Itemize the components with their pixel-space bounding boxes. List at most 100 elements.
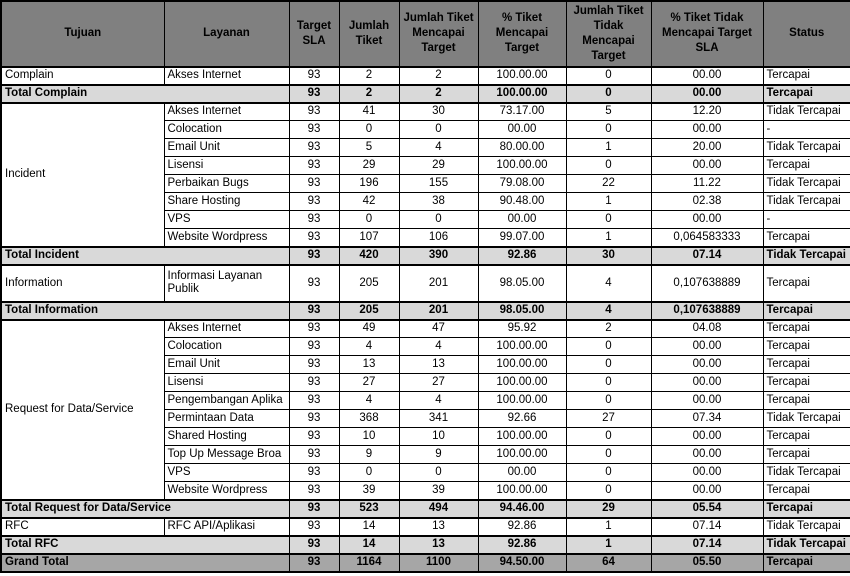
layanan-cell: Email Unit: [163, 138, 290, 158]
value-cell: 94.50.00: [477, 552, 567, 573]
value-cell: 00.00: [650, 156, 764, 176]
value-cell: 1: [565, 228, 652, 248]
table-row: VPS 93 0 0 00.00 0 00.00 Tidak Tercapai: [1, 463, 850, 483]
value-cell: 00.00: [477, 120, 567, 140]
value-cell: 1: [565, 534, 652, 555]
total-label-cell: Grand Total: [0, 552, 290, 573]
value-cell: 100.00.00: [477, 445, 567, 465]
header-row: Tujuan Layanan Target SLA Jumlah Tiket J…: [0, 0, 850, 68]
value-cell: 93: [288, 300, 340, 321]
layanan-cell: Lisensi: [163, 156, 290, 176]
status-cell: Tercapai: [762, 83, 850, 104]
tujuan-cell: Complain: [0, 66, 165, 86]
value-cell: 2: [565, 319, 652, 339]
layanan-cell: Akses Internet: [163, 319, 290, 339]
value-cell: 22: [565, 174, 652, 194]
status-cell: Tercapai: [762, 427, 850, 447]
value-cell: 0: [565, 210, 652, 230]
value-cell: 10: [338, 427, 400, 447]
value-cell: 4: [398, 337, 479, 357]
layanan-cell: RFC API/Aplikasi: [163, 517, 290, 537]
status-cell: Tercapai: [762, 481, 850, 501]
value-cell: 4: [338, 337, 400, 357]
status-cell: Tercapai: [762, 156, 850, 176]
value-cell: 100.00.00: [477, 337, 567, 357]
column-header-tiket-tidak-mencapai: Jumlah Tiket Tidak Mencapai Target: [565, 0, 652, 68]
value-cell: 2: [338, 66, 400, 86]
value-cell: 1: [565, 192, 652, 212]
layanan-cell: Website Wordpress: [163, 228, 290, 248]
value-cell: 93: [288, 102, 340, 122]
value-cell: 00.00: [650, 66, 764, 86]
table-row: Email Unit 93 13 13 100.00.00 0 00.00 Tercapai: [1, 355, 850, 375]
value-cell: 0: [565, 427, 652, 447]
value-cell: 4: [398, 391, 479, 411]
value-cell: 1164: [338, 552, 400, 573]
value-cell: 13: [398, 517, 479, 537]
value-cell: 4: [565, 264, 652, 303]
value-cell: 00.00: [650, 463, 764, 483]
table-row: VPS 93 0 0 00.00 0 00.00-: [1, 210, 850, 230]
status-cell: Tidak Tercapai: [762, 463, 850, 483]
value-cell: 100.00.00: [477, 391, 567, 411]
value-cell: 205: [338, 300, 400, 321]
table-row: Complain Akses Internet 93 2 2 100.00.00 0 00.0…: [0, 66, 850, 86]
value-cell: 93: [288, 210, 340, 230]
table-row: Information Informasi Layanan Publik 93 205…: [0, 264, 850, 303]
value-cell: 00.00: [650, 210, 764, 230]
value-cell: 07.14: [650, 245, 764, 266]
value-cell: 00.00: [650, 391, 764, 411]
value-cell: 155: [398, 174, 479, 194]
value-cell: 523: [338, 498, 400, 519]
value-cell: 11.22: [650, 174, 764, 194]
value-cell: 0: [338, 463, 400, 483]
value-cell: 93: [288, 481, 340, 501]
value-cell: 0: [398, 120, 479, 140]
value-cell: 14: [338, 517, 400, 537]
value-cell: 5: [338, 138, 400, 158]
value-cell: 93: [288, 391, 340, 411]
value-cell: 05.50: [650, 552, 764, 573]
value-cell: 93: [288, 138, 340, 158]
layanan-cell: Share Hosting: [163, 192, 290, 212]
status-cell: Tidak Tercapai: [762, 102, 850, 122]
table-row: Top Up Message Broa 93 9 9 100.00.00 0 00.00 Te…: [1, 445, 850, 465]
value-cell: 14: [338, 534, 400, 555]
status-cell: Tercapai: [762, 319, 850, 339]
value-cell: 92.86: [477, 534, 567, 555]
layanan-cell: Perbaikan Bugs: [163, 174, 290, 194]
value-cell: 0: [398, 210, 479, 230]
value-cell: 29: [398, 156, 479, 176]
value-cell: 2: [398, 66, 479, 86]
value-cell: 49: [338, 319, 400, 339]
total-row: Total RFC 93 14 13 92.86 1 07.14 Tidak Tercapai: [0, 534, 850, 555]
value-cell: 79.08.00: [477, 174, 567, 194]
column-header-status: Status: [762, 0, 850, 68]
status-cell: Tercapai: [762, 445, 850, 465]
layanan-cell: Shared Hosting: [163, 427, 290, 447]
layanan-cell: Akses Internet: [163, 102, 290, 122]
value-cell: 92.86: [477, 517, 567, 537]
column-header-pct-mencapai: % Tiket Mencapai Target: [477, 0, 567, 68]
value-cell: 00.00: [650, 120, 764, 140]
column-header-target-sla: Target SLA: [288, 0, 340, 68]
value-cell: 93: [288, 355, 340, 375]
total-label-cell: Total RFC: [0, 534, 290, 555]
value-cell: 05.54: [650, 498, 764, 519]
value-cell: 100.00.00: [477, 156, 567, 176]
status-cell: Tercapai: [762, 66, 850, 86]
tujuan-cell: Request for Data/Service: [0, 319, 165, 501]
value-cell: 29: [565, 498, 652, 519]
status-cell: Tercapai: [762, 337, 850, 357]
value-cell: 38: [398, 192, 479, 212]
value-cell: 0: [565, 355, 652, 375]
value-cell: 13: [398, 355, 479, 375]
value-cell: 07.14: [650, 534, 764, 555]
value-cell: 93: [288, 337, 340, 357]
value-cell: 39: [338, 481, 400, 501]
column-header-tiket-mencapai: Jumlah Tiket Mencapai Target: [398, 0, 479, 68]
value-cell: 30: [565, 245, 652, 266]
value-cell: 93: [288, 120, 340, 140]
value-cell: 0: [565, 337, 652, 357]
